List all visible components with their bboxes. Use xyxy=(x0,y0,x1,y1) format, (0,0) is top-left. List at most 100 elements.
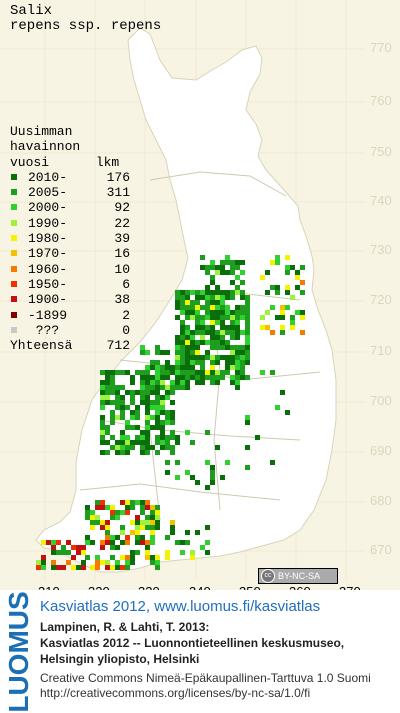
observation-cell xyxy=(135,425,140,430)
observation-cell xyxy=(155,350,160,355)
observation-cell xyxy=(160,365,165,370)
observation-cell xyxy=(230,260,235,265)
observation-cell xyxy=(225,305,230,310)
observation-cell xyxy=(230,320,235,325)
observation-cell xyxy=(125,390,130,395)
observation-cell xyxy=(135,410,140,415)
observation-cell xyxy=(150,415,155,420)
observation-cell xyxy=(105,370,110,375)
observation-cell xyxy=(240,370,245,375)
citation-line-3: Helsingin yliopisto, Helsinki xyxy=(40,652,200,666)
observation-cell xyxy=(290,295,295,300)
observation-cell xyxy=(170,420,175,425)
observation-cell xyxy=(260,315,265,320)
observation-cell xyxy=(130,445,135,450)
observation-cell xyxy=(115,385,120,390)
x-tick-330: 330 xyxy=(138,584,160,590)
observation-cell xyxy=(290,315,295,320)
observation-cell xyxy=(210,345,215,350)
observation-cell xyxy=(150,360,155,365)
observation-cell xyxy=(155,415,160,420)
observation-cell xyxy=(180,300,185,305)
observation-cell xyxy=(155,515,160,520)
observation-cell xyxy=(110,445,115,450)
observation-cell xyxy=(180,540,185,545)
observation-cell xyxy=(190,365,195,370)
observation-cell xyxy=(155,525,160,530)
legend-row-label: 1960- xyxy=(28,261,68,277)
observation-cell xyxy=(36,565,41,570)
observation-cell xyxy=(130,395,135,400)
observation-cell xyxy=(245,330,250,335)
cc-license-badge[interactable]: cc BY-NC-SA xyxy=(258,568,338,584)
observation-cell xyxy=(125,505,130,510)
observation-cell xyxy=(195,380,200,385)
observation-cell xyxy=(205,485,210,490)
observation-cell xyxy=(175,365,180,370)
observation-cell xyxy=(155,435,160,440)
observation-cell xyxy=(295,275,300,280)
legend-row: 1960- 10 xyxy=(10,262,130,277)
observation-cell xyxy=(240,310,245,315)
observation-cell xyxy=(150,365,155,370)
observation-cell xyxy=(85,555,90,560)
observation-cell xyxy=(105,535,110,540)
observation-cell xyxy=(51,545,56,550)
observation-cell xyxy=(235,265,240,270)
observation-cell xyxy=(220,475,225,480)
kasviatlas-link[interactable]: Kasviatlas 2012, www.luomus.fi/kasviatla… xyxy=(40,598,321,615)
observation-cell xyxy=(85,505,90,510)
observation-cell xyxy=(200,325,205,330)
observation-cell xyxy=(210,275,215,280)
observation-cell xyxy=(190,345,195,350)
y-tick-720: 720 xyxy=(370,292,392,307)
observation-cell xyxy=(145,420,150,425)
observation-cell xyxy=(200,320,205,325)
observation-cell xyxy=(105,525,110,530)
observation-cell xyxy=(180,360,185,365)
observation-cell xyxy=(155,375,160,380)
observation-cell xyxy=(135,415,140,420)
observation-cell xyxy=(220,345,225,350)
observation-cell xyxy=(100,415,105,420)
observation-cell xyxy=(190,315,195,320)
observation-cell xyxy=(170,520,175,525)
observation-cell xyxy=(195,530,200,535)
observation-cell xyxy=(140,430,145,435)
observation-cell xyxy=(155,555,160,560)
observation-cell xyxy=(125,565,130,570)
observation-cell xyxy=(200,315,205,320)
observation-cell xyxy=(215,270,220,275)
observation-cell xyxy=(235,260,240,265)
y-tick-710: 710 xyxy=(370,343,392,358)
observation-cell xyxy=(205,330,210,335)
observation-cell xyxy=(265,290,270,295)
observation-cell xyxy=(180,345,185,350)
legend-row-count: 16 xyxy=(114,246,130,262)
observation-cell xyxy=(205,550,210,555)
legend-row-label: 2010- xyxy=(28,169,68,185)
observation-cell xyxy=(270,370,275,375)
observation-cell xyxy=(155,425,160,430)
observation-cell xyxy=(185,290,190,295)
observation-cell xyxy=(145,550,150,555)
observation-cell xyxy=(210,470,215,475)
observation-cell xyxy=(81,545,86,550)
observation-cell xyxy=(100,400,105,405)
observation-cell xyxy=(145,430,150,435)
observation-cell xyxy=(300,265,305,270)
observation-cell xyxy=(95,565,100,570)
observation-cell xyxy=(135,550,140,555)
observation-cell xyxy=(195,355,200,360)
observation-cell xyxy=(145,385,150,390)
license-url[interactable]: http://creativecommons.org/licenses/by-n… xyxy=(40,686,311,700)
observation-cell xyxy=(135,540,140,545)
observation-cell xyxy=(200,255,205,260)
observation-cell xyxy=(190,335,195,340)
observation-cell xyxy=(160,405,165,410)
observation-cell xyxy=(140,535,145,540)
observation-cell xyxy=(215,335,220,340)
observation-cell xyxy=(185,365,190,370)
observation-cell xyxy=(110,375,115,380)
observation-cell xyxy=(105,390,110,395)
